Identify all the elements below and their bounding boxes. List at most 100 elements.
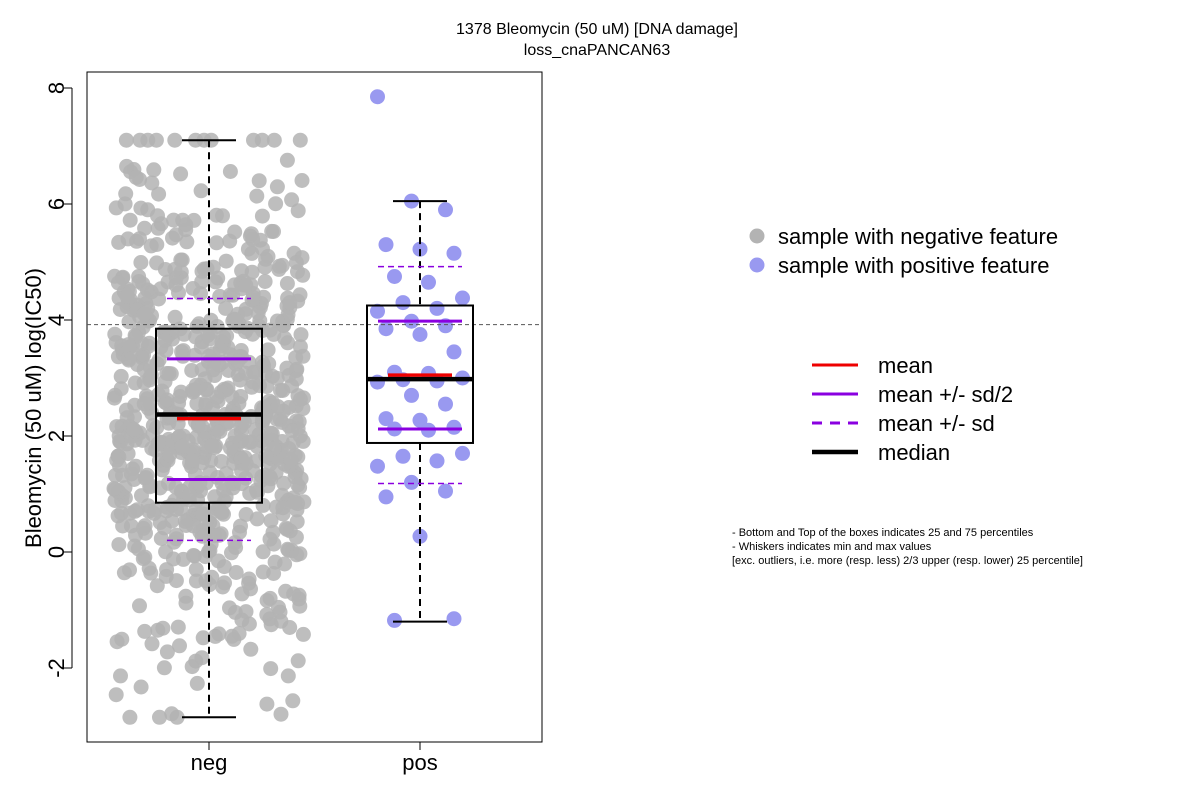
neg-point (182, 487, 197, 503)
neg-point (249, 511, 265, 527)
neg-point (153, 281, 169, 297)
neg-point (254, 208, 270, 224)
neg-point (290, 203, 306, 219)
pos-point (370, 303, 385, 319)
neg-point (255, 497, 271, 513)
box-elements (87, 139, 542, 719)
neg-point (255, 564, 271, 580)
neg-point (260, 342, 276, 358)
neg-point (241, 435, 257, 451)
neg-point (138, 470, 154, 485)
neg-point (123, 466, 139, 482)
x-tick-label: neg (191, 750, 228, 775)
neg-point (282, 295, 298, 311)
neg-point (118, 186, 134, 202)
neg-point (169, 527, 184, 543)
neg-point (241, 616, 257, 632)
neg-point (275, 500, 291, 516)
pos-point (378, 489, 394, 505)
legend-neg-marker (749, 228, 765, 244)
legend-neg-label: sample with negative feature (778, 224, 1058, 249)
neg-point (164, 513, 180, 529)
neg-point (227, 224, 243, 240)
pos-point (421, 274, 436, 290)
neg-point (120, 446, 136, 462)
neg-point (222, 164, 238, 179)
neg-point (119, 158, 135, 174)
pos-point (378, 321, 394, 337)
neg-point (153, 216, 169, 232)
x-axis: neg pos (191, 741, 438, 775)
neg-point (171, 285, 186, 301)
neg-point (270, 399, 286, 415)
neg-point (264, 223, 280, 239)
pos-point (438, 202, 453, 218)
pos-point (387, 269, 402, 284)
neg-point (172, 638, 187, 654)
neg-point (149, 578, 165, 594)
neg-point (195, 506, 211, 522)
neg-point (280, 668, 296, 684)
neg-point (279, 152, 295, 168)
neg-point (165, 230, 180, 246)
neg-point (193, 183, 209, 199)
neg-point (161, 366, 177, 381)
neg-point (136, 396, 152, 412)
neg-point (151, 186, 167, 202)
neg-point (197, 549, 213, 565)
neg-point (281, 400, 297, 415)
legend: sample with negative feature sample with … (749, 224, 1058, 465)
y-axis: -2 0 2 4 6 8 (44, 82, 73, 678)
pos-point (412, 528, 428, 544)
pos-point (438, 483, 453, 499)
neg-point (136, 347, 151, 363)
data-points (106, 89, 470, 725)
neg-point (290, 653, 306, 669)
neg-point (208, 274, 224, 290)
neg-point (136, 306, 152, 322)
neg-point (194, 419, 210, 435)
legend-pos-label: sample with positive feature (778, 253, 1049, 278)
pos-point (446, 419, 462, 435)
neg-point (194, 263, 210, 279)
neg-point (284, 192, 300, 208)
neg-point (284, 378, 300, 394)
neg-point (136, 362, 152, 378)
pos-point (446, 611, 462, 627)
legend-line-label: median (878, 440, 950, 465)
neg-point (294, 173, 310, 188)
neg-point (284, 423, 300, 438)
neg-point (113, 505, 129, 521)
neg-point (266, 132, 282, 148)
neg-point (277, 556, 293, 572)
pos-point (404, 474, 419, 490)
neg-point (113, 368, 129, 384)
y-tick-label: 2 (44, 430, 69, 442)
neg-point (107, 326, 123, 342)
neg-point (218, 300, 234, 316)
neg-point (188, 329, 204, 345)
neg-point (208, 207, 224, 223)
neg-point (257, 274, 273, 289)
neg-point (132, 598, 147, 614)
pos-point (395, 448, 411, 464)
neg-point (234, 586, 250, 602)
neg-point (268, 196, 284, 212)
neg-point (128, 169, 144, 185)
neg-point (207, 528, 223, 543)
neg-point (146, 505, 162, 521)
neg-point (295, 626, 311, 642)
neg-point (214, 505, 229, 520)
neg-point (280, 335, 296, 351)
neg-point (216, 559, 232, 575)
neg-point (148, 132, 164, 148)
neg-point (209, 389, 225, 405)
neg-point (263, 661, 279, 677)
neg-point (133, 679, 149, 695)
neg-point (195, 630, 211, 646)
neg-point (295, 401, 311, 417)
neg-point (187, 347, 203, 363)
neg-point (179, 234, 195, 250)
footnotes: - Bottom and Top of the boxes indicates … (732, 527, 1083, 567)
